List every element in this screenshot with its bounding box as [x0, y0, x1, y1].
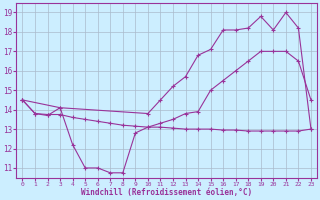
- X-axis label: Windchill (Refroidissement éolien,°C): Windchill (Refroidissement éolien,°C): [81, 188, 252, 197]
